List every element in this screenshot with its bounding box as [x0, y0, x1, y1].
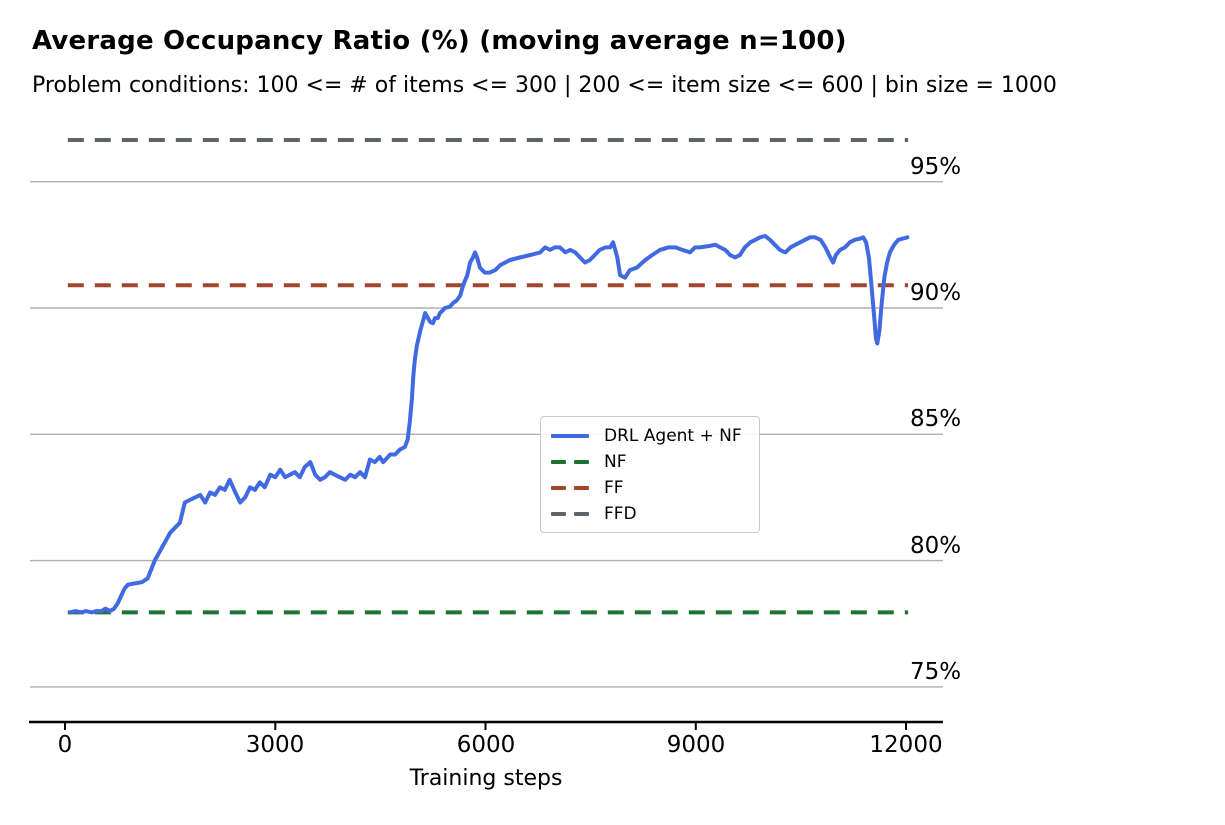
x-axis-title: Training steps: [409, 766, 563, 791]
legend: DRL Agent + NF NF FF FFD: [540, 416, 760, 533]
legend-item-label: NF: [604, 452, 627, 472]
baseline-series: [67, 138, 909, 615]
legend-dashed-line-sample: [551, 460, 589, 464]
legend-item-ff: FF: [551, 475, 749, 501]
gridlines: [30, 180, 943, 688]
legend-item-label: FF: [604, 478, 624, 498]
legend-item-nf: NF: [551, 449, 749, 475]
legend-item-ffd: FFD: [551, 501, 749, 527]
legend-item-label: FFD: [604, 504, 637, 524]
legend-dashed-line-sample: [551, 486, 589, 490]
legend-solid-line-sample: [551, 434, 589, 438]
chart-title: Average Occupancy Ratio (%) (moving aver…: [32, 26, 847, 56]
legend-dashed-line-sample: [551, 512, 589, 516]
legend-item-drl-agent-nf: DRL Agent + NF: [551, 423, 749, 449]
drl-agent-line: [67, 234, 910, 615]
chart-subtitle: Problem conditions: 100 <= # of items <=…: [32, 73, 1057, 98]
x-axis: [29, 720, 943, 730]
drl-agent-series: [67, 234, 910, 615]
legend-item-label: DRL Agent + NF: [604, 426, 742, 446]
